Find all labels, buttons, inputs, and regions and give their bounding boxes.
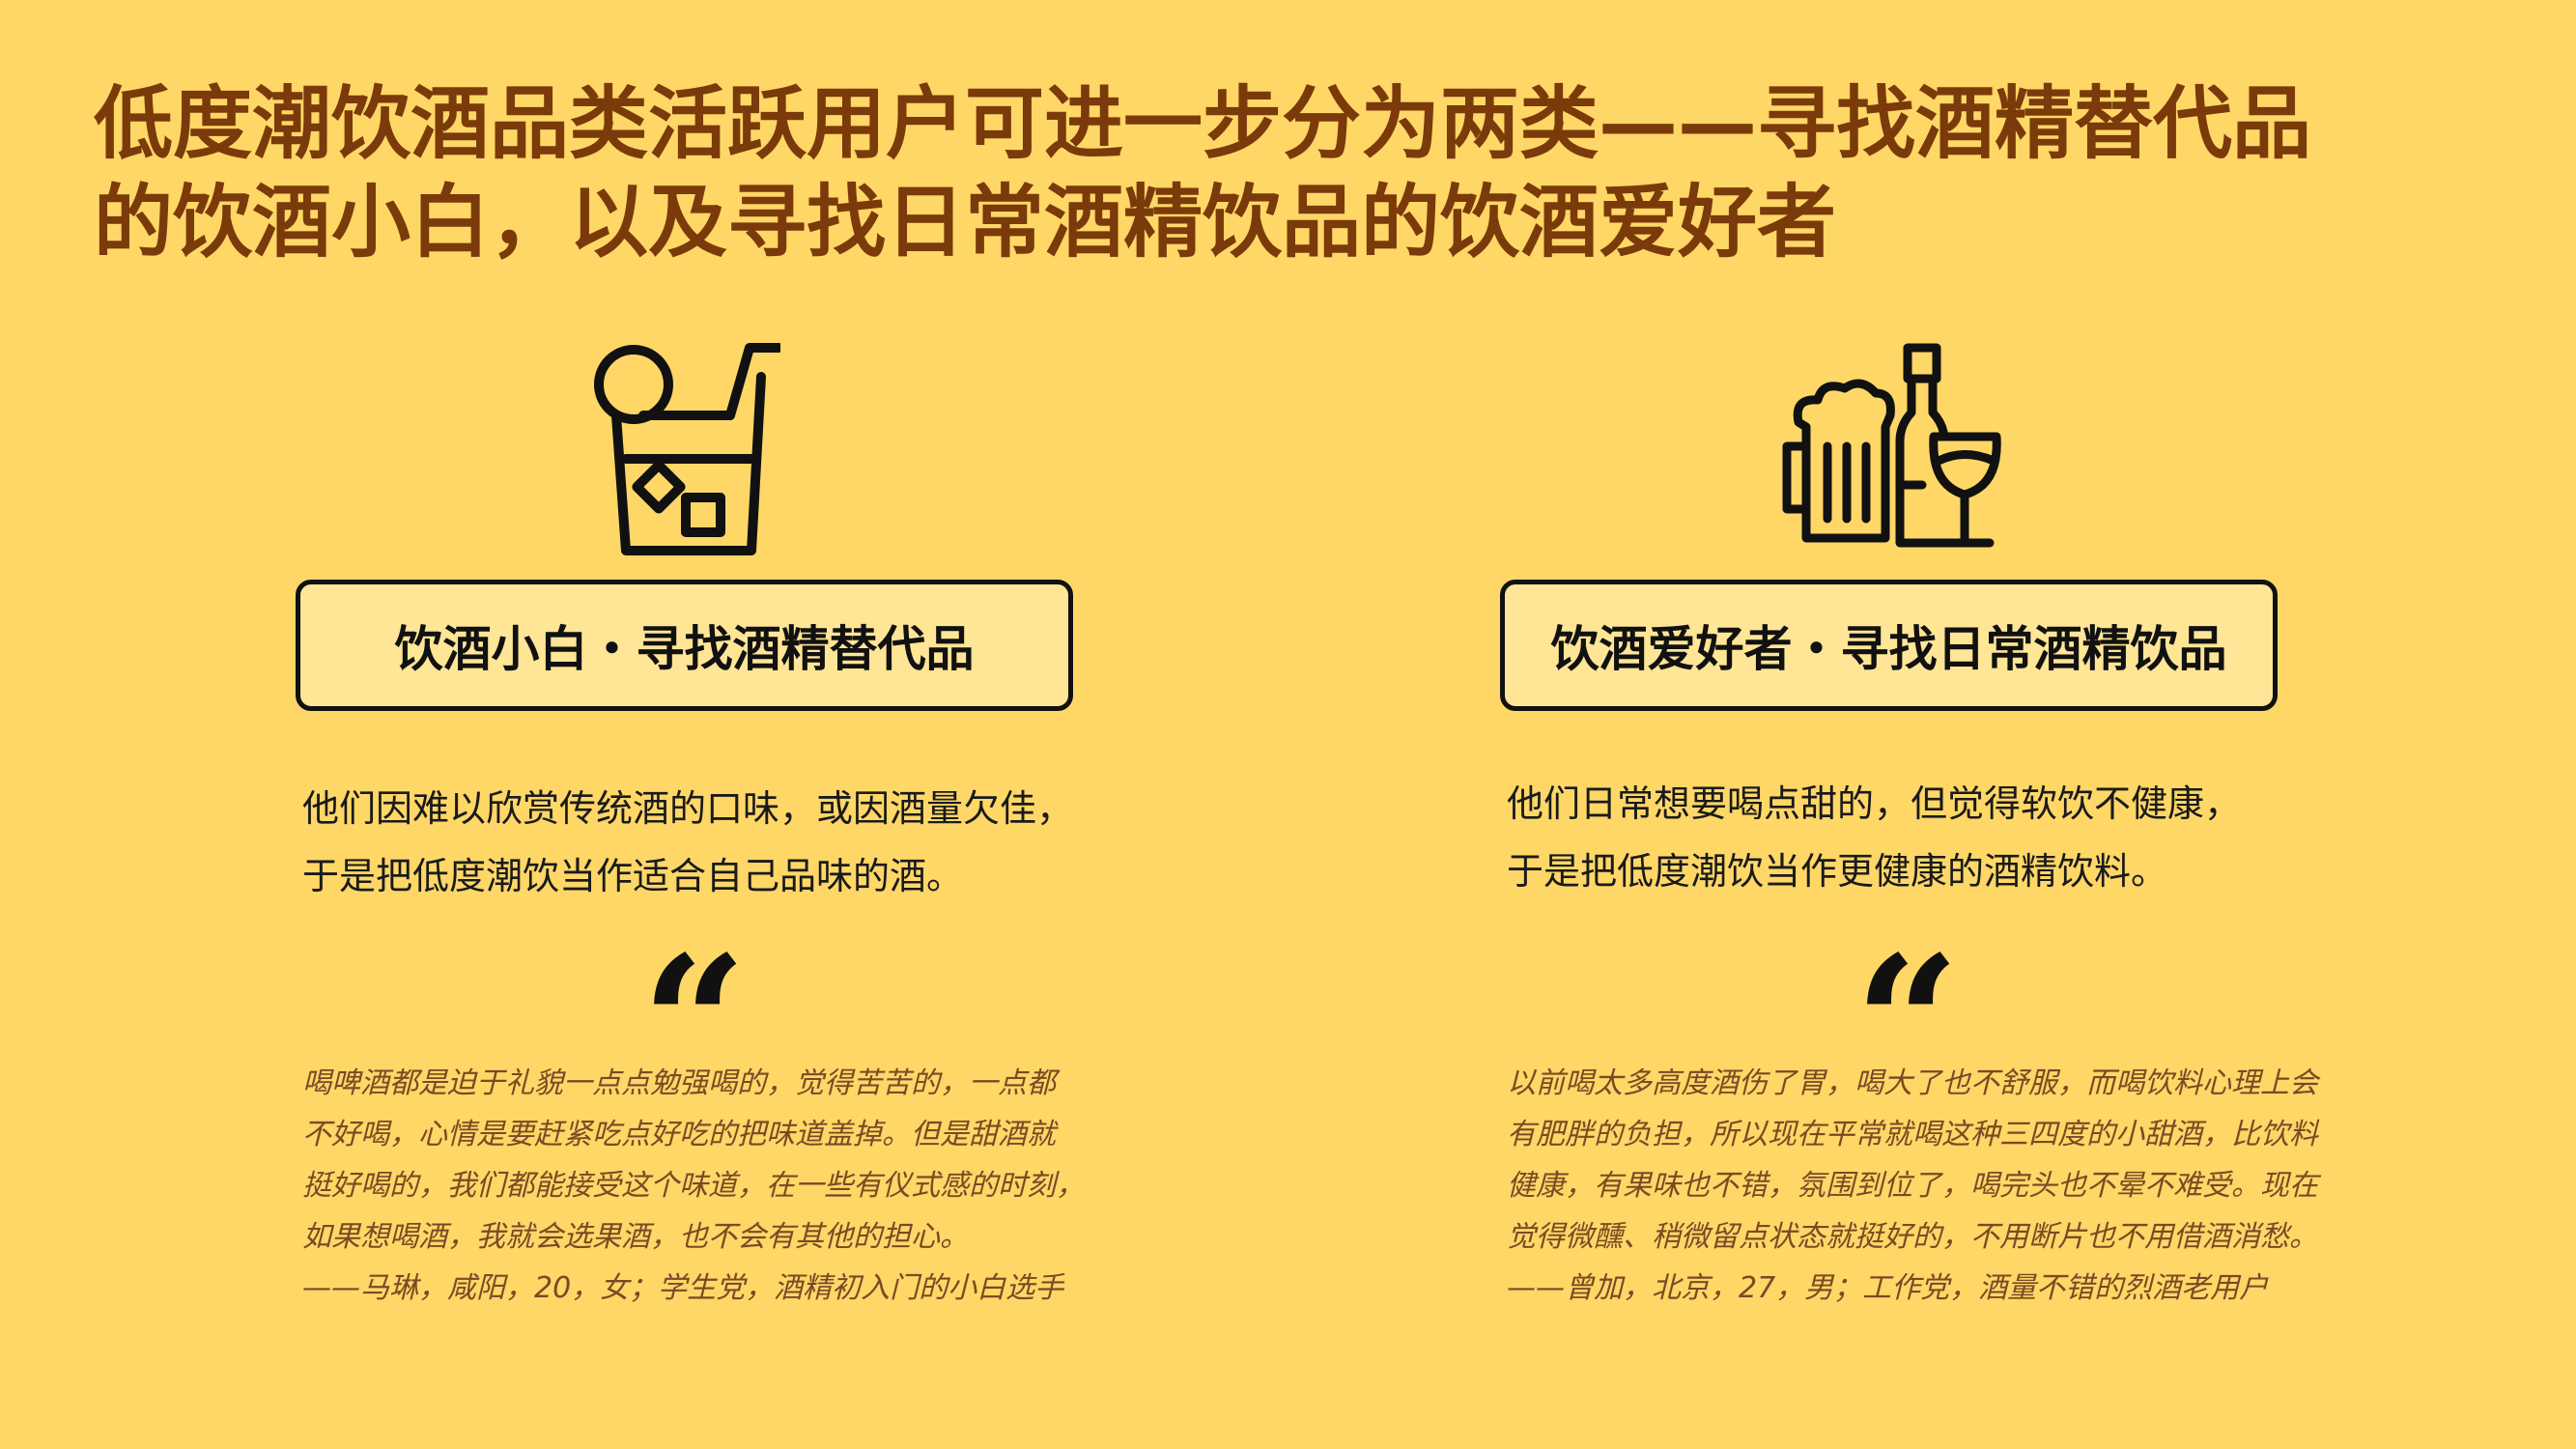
page-title: 低度潮饮酒品类活跃用户可进一步分为两类——寻找酒精替代品 的饮酒小白，以及寻找日… xyxy=(94,75,2508,272)
page-title-line-1: 低度潮饮酒品类活跃用户可进一步分为两类——寻找酒精替代品 xyxy=(94,78,2312,170)
testimonial-line: 挺好喝的，我们都能接受这个味道，在一些有仪式感的时刻， xyxy=(302,1169,1085,1203)
page-title-line-2: 的饮酒小白，以及寻找日常酒精饮品的饮酒爱好者 xyxy=(94,177,1837,269)
testimonial-novice: 喝啤酒都是迫于礼貌一点点勉强喝的，觉得苦苦的，一点都 不好喝，心情是要赶紧吃点好… xyxy=(302,1058,1085,1314)
beer-wine-bottle-icon xyxy=(1779,340,2001,553)
quote-mark-icon: “ xyxy=(1854,932,1961,1048)
description-line: 于是把低度潮饮当作适合自己品味的酒。 xyxy=(302,855,964,897)
description-line: 于是把低度潮饮当作更健康的酒精饮料。 xyxy=(1507,850,2168,893)
description-enthusiast: 他们日常想要喝点甜的，但觉得软饮不健康， 于是把低度潮饮当作更健康的酒精饮料。 xyxy=(1507,770,2241,905)
testimonial-line: 喝啤酒都是迫于礼貌一点点勉强喝的，觉得苦苦的，一点都 xyxy=(302,1066,1056,1100)
description-novice: 他们因难以欣赏传统酒的口味，或因酒量欠佳， 于是把低度潮饮当作适合自己品味的酒。 xyxy=(302,775,1073,910)
cocktail-glass-icon xyxy=(587,338,780,555)
testimonial-line: 不好喝，心情是要赶紧吃点好吃的把味道盖掉。但是甜酒就 xyxy=(302,1118,1056,1151)
testimonial-line: 以前喝太多高度酒伤了胃，喝大了也不舒服，而喝饮料心理上会 xyxy=(1507,1066,2318,1100)
quote-mark-icon: “ xyxy=(641,932,748,1048)
testimonial-attribution: ——曾加，北京，27，男；工作党，酒量不错的烈酒老用户 xyxy=(1507,1271,2269,1305)
testimonial-attribution: ——马琳，咸阳，20，女；学生党，酒精初入门的小白选手 xyxy=(302,1271,1064,1305)
description-line: 他们因难以欣赏传统酒的口味，或因酒量欠佳， xyxy=(302,787,1074,830)
testimonial-line: 健康，有果味也不错，氛围到位了，喝完头也不晕不难受。现在 xyxy=(1507,1169,2318,1203)
testimonial-line: 如果想喝酒，我就会选果酒，也不会有其他的担心。 xyxy=(302,1220,969,1254)
testimonial-line: 有肥胖的负担，所以现在平常就喝这种三四度的小甜酒，比饮料 xyxy=(1507,1118,2318,1151)
tag-drinking-enthusiast: 饮酒爱好者・寻找日常酒精饮品 xyxy=(1500,580,2278,711)
testimonial-enthusiast: 以前喝太多高度酒伤了胃，喝大了也不舒服，而喝饮料心理上会 有肥胖的负担，所以现在… xyxy=(1507,1058,2318,1314)
tag-drinking-novice: 饮酒小白・寻找酒精替代品 xyxy=(296,580,1073,711)
description-line: 他们日常想要喝点甜的，但觉得软饮不健康， xyxy=(1507,782,2242,825)
testimonial-line: 觉得微醺、稍微留点状态就挺好的，不用断片也不用借酒消愁。 xyxy=(1507,1220,2318,1254)
